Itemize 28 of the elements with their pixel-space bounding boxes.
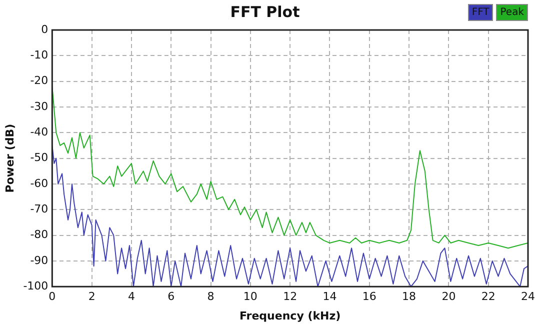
x-tick-label: 10 [243, 290, 258, 304]
x-tick-label: 6 [168, 290, 175, 304]
x-tick-label: 4 [128, 290, 135, 304]
x-tick-label: 18 [402, 290, 416, 304]
y-tick-label: -70 [30, 202, 48, 216]
text: Peak [496, 4, 528, 21]
x-tick-label: 24 [521, 290, 535, 304]
y-tick-label: -40 [30, 126, 48, 138]
x-tick-label: 14 [322, 290, 337, 304]
y-tick-label: 0 [41, 22, 48, 36]
x-tick-label: 22 [481, 290, 496, 304]
y-tick-label: -10 [30, 48, 48, 62]
y-tick-label: -100 [23, 279, 48, 292]
x-tick-label: 2 [88, 290, 96, 304]
y-tick-label: -30 [30, 100, 48, 113]
text: FFT [468, 4, 494, 21]
x-tick-label: 8 [207, 290, 214, 304]
y-tick-label: -90 [30, 254, 48, 267]
y-tick-label: -80 [30, 228, 48, 242]
y-tick-label: -20 [30, 74, 48, 88]
x-tick-label: 16 [362, 290, 376, 304]
y-tick-label: -60 [30, 176, 48, 190]
y-tick-label: -50 [30, 151, 48, 164]
y-axis-title: Power (dB) [3, 124, 16, 193]
chart-title: FFT Plot [230, 2, 300, 21]
x-tick-label: 20 [442, 290, 456, 304]
x-tick-label: 12 [283, 290, 298, 304]
x-axis-title: Frequency (kHz) [239, 309, 341, 322]
